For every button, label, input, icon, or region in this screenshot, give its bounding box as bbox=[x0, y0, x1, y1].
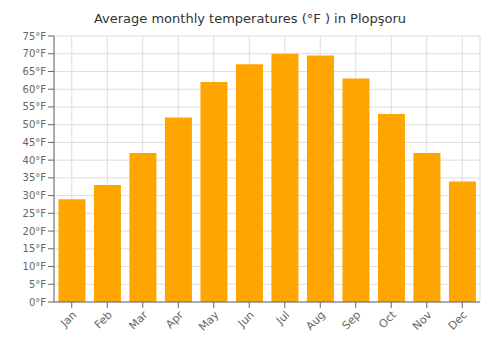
svg-text:35°F: 35°F bbox=[23, 172, 47, 183]
svg-text:40°F: 40°F bbox=[23, 155, 47, 166]
svg-text:Dec: Dec bbox=[446, 308, 470, 332]
html-text:Average monthly temperatures (: Average monthly temperatures (°F ) in Pl… bbox=[93, 11, 406, 26]
svg-text:Jun: Jun bbox=[235, 308, 257, 330]
svg-text:20°F: 20°F bbox=[23, 226, 47, 237]
svg-text:30°F: 30°F bbox=[23, 190, 47, 201]
svg-text:Feb: Feb bbox=[92, 308, 115, 331]
svg-text:Nov: Nov bbox=[410, 308, 435, 333]
svg-text:50°F: 50°F bbox=[23, 119, 47, 130]
svg-text:May: May bbox=[196, 308, 222, 334]
svg-text:45°F: 45°F bbox=[23, 137, 47, 148]
svg-text:75°F: 75°F bbox=[23, 31, 47, 42]
svg-text:10°F: 10°F bbox=[23, 261, 47, 272]
svg-text:Oct: Oct bbox=[376, 308, 399, 331]
svg-text:Aug: Aug bbox=[304, 308, 328, 332]
svg-text:25°F: 25°F bbox=[23, 208, 47, 219]
svg-text:65°F: 65°F bbox=[23, 66, 47, 77]
svg-text:5°F: 5°F bbox=[29, 279, 46, 290]
svg-text:Mar: Mar bbox=[127, 308, 151, 332]
svg-text:55°F: 55°F bbox=[23, 101, 47, 112]
svg-text:60°F: 60°F bbox=[23, 84, 47, 95]
svg-text:Jan: Jan bbox=[57, 308, 79, 330]
svg-text:15°F: 15°F bbox=[23, 243, 47, 254]
svg-text:0°F: 0°F bbox=[29, 297, 46, 308]
svg-text:Jul: Jul bbox=[273, 308, 292, 327]
svg-text:Sep: Sep bbox=[340, 308, 364, 332]
svg-text:Apr: Apr bbox=[163, 308, 186, 331]
svg-text:70°F: 70°F bbox=[23, 48, 47, 59]
